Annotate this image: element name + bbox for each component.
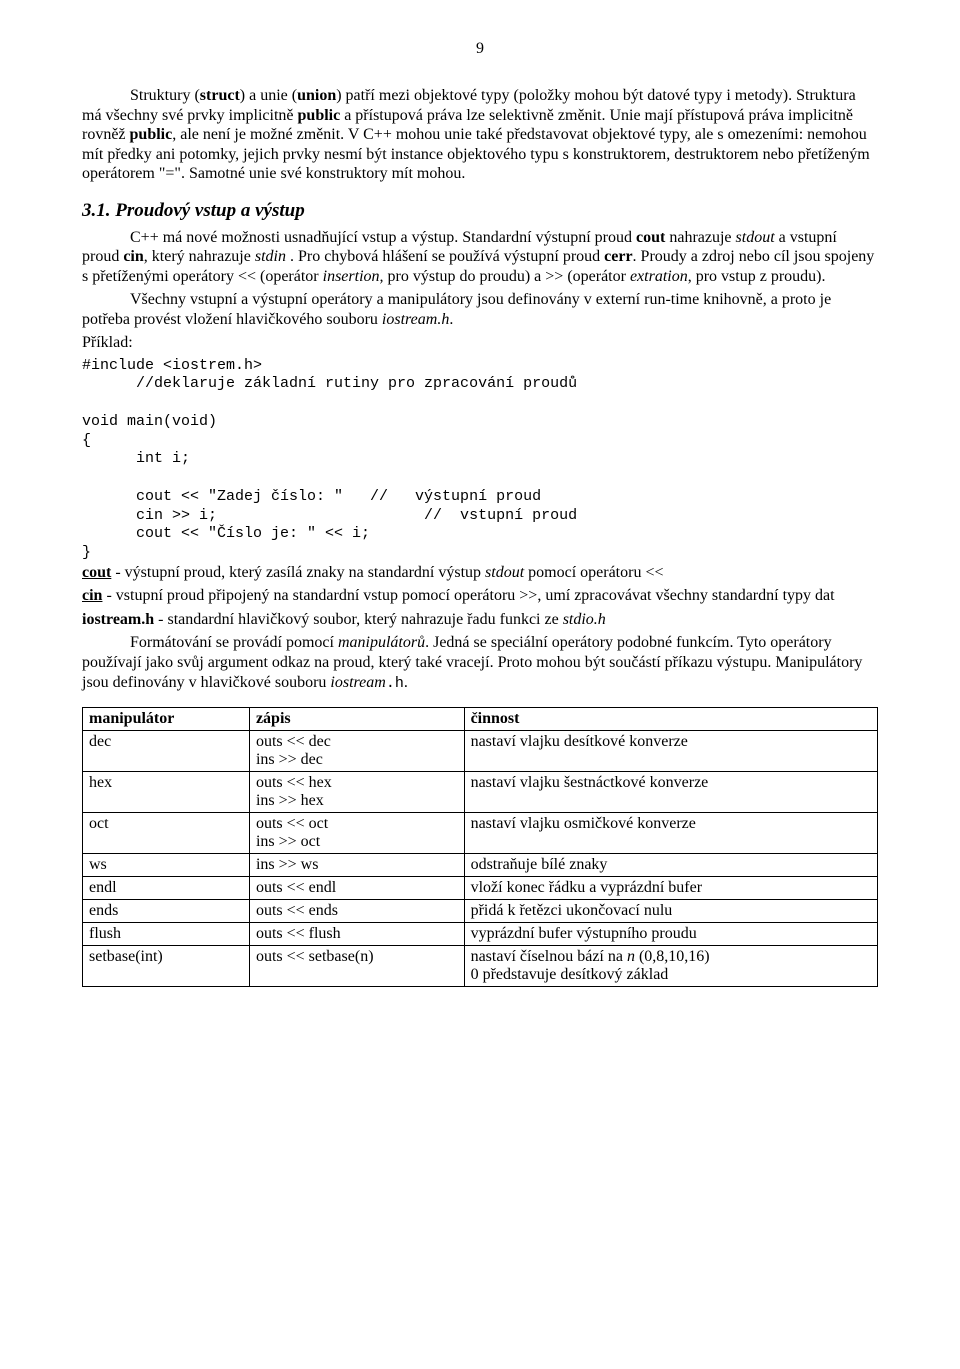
table-cell: nastaví vlajku desítkové konverze xyxy=(464,731,877,772)
table-header: zápis xyxy=(249,708,464,731)
table-cell: ws xyxy=(83,854,250,877)
text-mono: .h xyxy=(386,675,404,692)
text-bold: iostream.h xyxy=(82,611,154,628)
text: pro výstup do proudu) a >> (operátor xyxy=(384,268,630,285)
table-cell: nastaví vlajku osmičkové konverze xyxy=(464,813,877,854)
table-cell: outs << ends xyxy=(249,900,464,923)
text: . Pro chybová hlášení se používá výstupn… xyxy=(286,248,604,265)
text-bold: public xyxy=(298,107,341,124)
text-italic: stdio.h xyxy=(563,611,606,628)
paragraph-manipulators: Formátování se provádí pomocí manipuláto… xyxy=(82,633,878,693)
table-cell: nastaví vlajku šestnáctkové konverze xyxy=(464,772,877,813)
table-row: decouts << decins >> decnastaví vlajku d… xyxy=(83,731,878,772)
table-cell: setbase(int) xyxy=(83,946,250,987)
table-cell: hex xyxy=(83,772,250,813)
text-italic: stdout xyxy=(736,229,775,246)
text-bold: struct xyxy=(200,87,240,104)
text: Formátování se provádí pomocí xyxy=(130,634,338,651)
paragraph-struct-union: Struktury (struct) a unie (union) patří … xyxy=(82,86,878,184)
text-italic: stdin xyxy=(255,248,286,265)
table-row: endsouts << endspřidá k řetězci ukončova… xyxy=(83,900,878,923)
text-bold: public xyxy=(130,126,173,143)
manipulator-table: manipulátor zápis činnost decouts << dec… xyxy=(82,707,878,987)
text: , pro vstup z proudu). xyxy=(688,268,826,285)
text: ) a unie ( xyxy=(240,87,297,104)
text: - standardní hlavičkový soubor, který na… xyxy=(154,611,563,628)
table-cell: nastaví číselnou bází na n (0,8,10,16)0 … xyxy=(464,946,877,987)
table-header: činnost xyxy=(464,708,877,731)
text-bold: cout xyxy=(82,564,111,581)
text-italic: iostream.h xyxy=(382,311,449,328)
table-cell: vyprázdní bufer výstupního proudu xyxy=(464,923,877,946)
text-italic: extration xyxy=(630,268,688,285)
section-heading: 3.1. Proudový vstup a výstup xyxy=(82,200,878,222)
table-cell: outs << decins >> dec xyxy=(249,731,464,772)
text-bold: cerr xyxy=(604,248,632,265)
text-bold: union xyxy=(297,87,336,104)
text: . xyxy=(449,311,453,328)
text-underline: cin xyxy=(82,587,102,604)
text: . xyxy=(404,674,408,691)
table-row: hexouts << hexins >> hexnastaví vlajku š… xyxy=(83,772,878,813)
table-cell: přidá k řetězci ukončovací nulu xyxy=(464,900,877,923)
table-cell: outs << flush xyxy=(249,923,464,946)
table-header: manipulátor xyxy=(83,708,250,731)
text: Všechny vstupní a výstupní operátory a m… xyxy=(82,291,831,328)
table-row: endlouts << endlvloží konec řádku a vypr… xyxy=(83,877,878,900)
text: C++ má nové možnosti usnadňující vstup a… xyxy=(130,229,636,246)
text-bold: cin xyxy=(123,248,143,265)
example-label: Příklad: xyxy=(82,333,878,353)
text: - vstupní proud připojený na standardní … xyxy=(102,587,834,604)
paragraph-cout: cout - výstupní proud, který zasílá znak… xyxy=(82,563,878,583)
text: - výstupní proud, který zasílá znaky na … xyxy=(111,564,485,581)
table-row: setbase(int)outs << setbase(n)nastaví čí… xyxy=(83,946,878,987)
table-cell: outs << endl xyxy=(249,877,464,900)
text: nahrazuje xyxy=(665,229,735,246)
paragraph-cin: cin - vstupní proud připojený na standar… xyxy=(82,586,878,606)
text-italic: insertion, xyxy=(323,268,384,285)
table-row: wsins >> wsodstraňuje bílé znaky xyxy=(83,854,878,877)
text-italic: stdout xyxy=(485,564,524,581)
text: Struktury ( xyxy=(130,87,200,104)
page-number: 9 xyxy=(82,40,878,58)
text-italic: iostream xyxy=(330,674,385,691)
text-bold: cout xyxy=(636,229,665,246)
table-row: flushouts << flushvyprázdní bufer výstup… xyxy=(83,923,878,946)
text-italic: manipulátorů xyxy=(338,634,425,651)
text: , který nahrazuje xyxy=(144,248,255,265)
paragraph-iostream: iostream.h - standardní hlavičkový soubo… xyxy=(82,610,878,630)
table-cell: dec xyxy=(83,731,250,772)
paragraph-header-include: Všechny vstupní a výstupní operátory a m… xyxy=(82,290,878,329)
table-cell: flush xyxy=(83,923,250,946)
table-row: octouts << octins >> octnastaví vlajku o… xyxy=(83,813,878,854)
table-cell: outs << octins >> oct xyxy=(249,813,464,854)
text-underline: cout xyxy=(82,564,111,581)
text-bold: cin xyxy=(82,587,102,604)
table-cell: endl xyxy=(83,877,250,900)
table-cell: vloží konec řádku a vyprázdní bufer xyxy=(464,877,877,900)
table-cell: outs << hexins >> hex xyxy=(249,772,464,813)
table-cell: outs << setbase(n) xyxy=(249,946,464,987)
table-header-row: manipulátor zápis činnost xyxy=(83,708,878,731)
table-cell: oct xyxy=(83,813,250,854)
table-cell: ends xyxy=(83,900,250,923)
paragraph-streams: C++ má nové možnosti usnadňující vstup a… xyxy=(82,228,878,287)
text: , ale není je možné změnit. V C++ mohou … xyxy=(82,126,870,182)
document-page: 9 Struktury (struct) a unie (union) patř… xyxy=(0,0,960,1027)
code-block: #include <iostrem.h> //deklaruje základn… xyxy=(82,357,878,563)
text: pomocí operátoru << xyxy=(524,564,663,581)
table-cell: odstraňuje bílé znaky xyxy=(464,854,877,877)
table-cell: ins >> ws xyxy=(249,854,464,877)
